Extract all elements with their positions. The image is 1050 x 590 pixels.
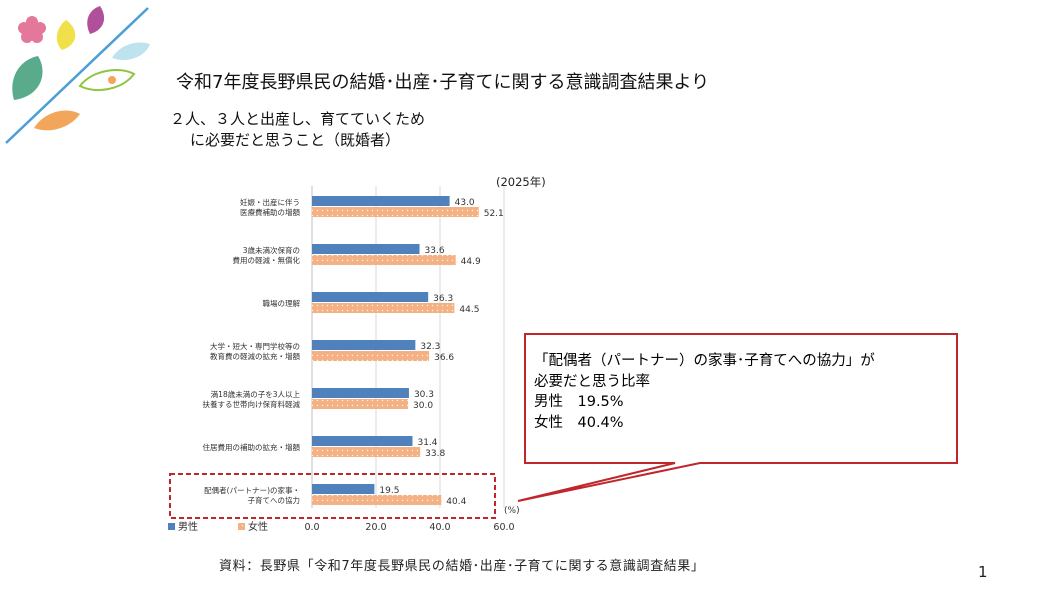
bar <box>312 351 430 361</box>
leaf-outline-shape <box>78 69 136 91</box>
bar <box>312 244 420 254</box>
highlight-box <box>169 473 496 519</box>
x-tick-labels-group: 0.0 20.0 40.0 60.0 <box>304 522 514 533</box>
bar <box>312 255 456 265</box>
legend-label: 男性 <box>178 520 198 533</box>
category-label: 満18歳未満の子を3人以上 <box>211 389 301 399</box>
legend-label: 女性 <box>248 520 268 533</box>
value-labels-group: 43.0 52.1 33.6 44.9 36.3 44.5 32.336.6 30.330.0… <box>379 198 503 507</box>
data-label: 32.3 <box>420 342 440 352</box>
data-label: 33.8 <box>425 449 445 459</box>
source-note: 資料：長野県「令和7年度長野県民の結婚･出産･子育てに関する意識調査結果」 <box>219 559 705 574</box>
callout-line-2: 必要だと思う比率 <box>534 373 650 390</box>
bar <box>312 447 421 457</box>
data-label: 52.1 <box>484 209 504 219</box>
unit-label: (%) <box>504 506 520 516</box>
category-label: 妊娠・出産に伴う <box>240 197 300 207</box>
category-label: 3歳未満次保育の <box>243 245 300 255</box>
bar <box>312 303 455 313</box>
data-label: 44.9 <box>461 257 481 267</box>
x-tick-label: 0.0 <box>304 522 319 533</box>
page-number: 1 <box>978 563 988 581</box>
diagonal-line <box>5 7 149 144</box>
category-label: 教育費の軽減の拡充・増額 <box>210 351 300 361</box>
bar <box>312 207 479 217</box>
flower-shape <box>18 16 46 43</box>
callout-shape <box>517 333 958 502</box>
subtitle-line-1: ２人、３人と出産し、育てていくため <box>170 110 426 128</box>
data-label: 30.3 <box>414 390 434 400</box>
legend-swatch <box>168 523 175 530</box>
category-label: 配偶者(パートナー)の家事・ <box>204 485 300 495</box>
data-label: 19.5 <box>379 486 399 496</box>
bar <box>312 495 442 505</box>
category-label: 子育てへの協力 <box>248 495 301 505</box>
callout-text: 「配偶者（パートナー）の家事･子育てへの協力」が 必要だと思う比率 男性 19.… <box>534 351 875 433</box>
bar <box>312 399 408 409</box>
x-tick-label: 60.0 <box>493 522 514 533</box>
leaf-yellow-shape <box>56 20 76 50</box>
x-tick-label: 20.0 <box>365 522 386 533</box>
x-tick-label: 40.0 <box>429 522 450 533</box>
bar <box>312 196 450 206</box>
data-label: 36.6 <box>434 353 454 363</box>
bar <box>312 340 416 350</box>
bar <box>312 388 409 398</box>
bar <box>312 292 429 302</box>
data-label: 30.0 <box>413 401 433 411</box>
category-label: 職場の理解 <box>263 298 301 308</box>
bar <box>312 484 375 494</box>
leaf-purple-shape <box>87 6 105 34</box>
leaf-orange-shape <box>34 110 80 131</box>
year-label: (2025年) <box>496 175 546 189</box>
category-label: 住居費用の補助の拡充・増額 <box>203 442 301 452</box>
data-label: 33.6 <box>425 246 445 256</box>
category-label: 扶養する世帯向け保育料軽減 <box>203 399 301 409</box>
category-label: 大学・短大・専門学校等の <box>210 341 300 351</box>
leaf-green-shape <box>12 56 43 100</box>
category-label: 費用の軽減・無償化 <box>233 255 301 265</box>
callout-line-3: 男性 19.5% <box>534 394 624 410</box>
data-label: 31.4 <box>417 438 437 448</box>
callout-line-1: 「配偶者（パートナー）の家事･子育てへの協力」が <box>534 353 875 369</box>
data-label: 44.5 <box>459 305 479 315</box>
bars-group <box>312 196 479 505</box>
data-label: 40.4 <box>446 497 466 507</box>
legend: 男性 女性 <box>168 520 268 533</box>
callout-line-4: 女性 40.4% <box>534 414 624 431</box>
decorative-logo <box>5 6 150 144</box>
leaf-lightblue-shape <box>112 42 150 61</box>
chart-subtitle: ２人、３人と出産し、育てていくため に必要だと思うこと（既婚者） <box>170 109 425 151</box>
callout-box <box>517 333 958 502</box>
bar-chart: 43.0 52.1 33.6 44.9 36.3 44.5 32.336.6 30.330.0… <box>168 175 958 533</box>
legend-swatch <box>238 523 245 530</box>
slide-title: 令和7年度長野県民の結婚･出産･子育てに関する意識調査結果より <box>176 72 710 93</box>
category-label: 医療費補助の増額 <box>240 207 300 217</box>
subtitle-line-2: に必要だと思うこと（既婚者） <box>190 131 401 149</box>
small-dot-shape <box>108 76 116 84</box>
bar <box>312 436 413 446</box>
data-label: 43.0 <box>455 198 475 208</box>
data-label: 36.3 <box>433 294 453 304</box>
